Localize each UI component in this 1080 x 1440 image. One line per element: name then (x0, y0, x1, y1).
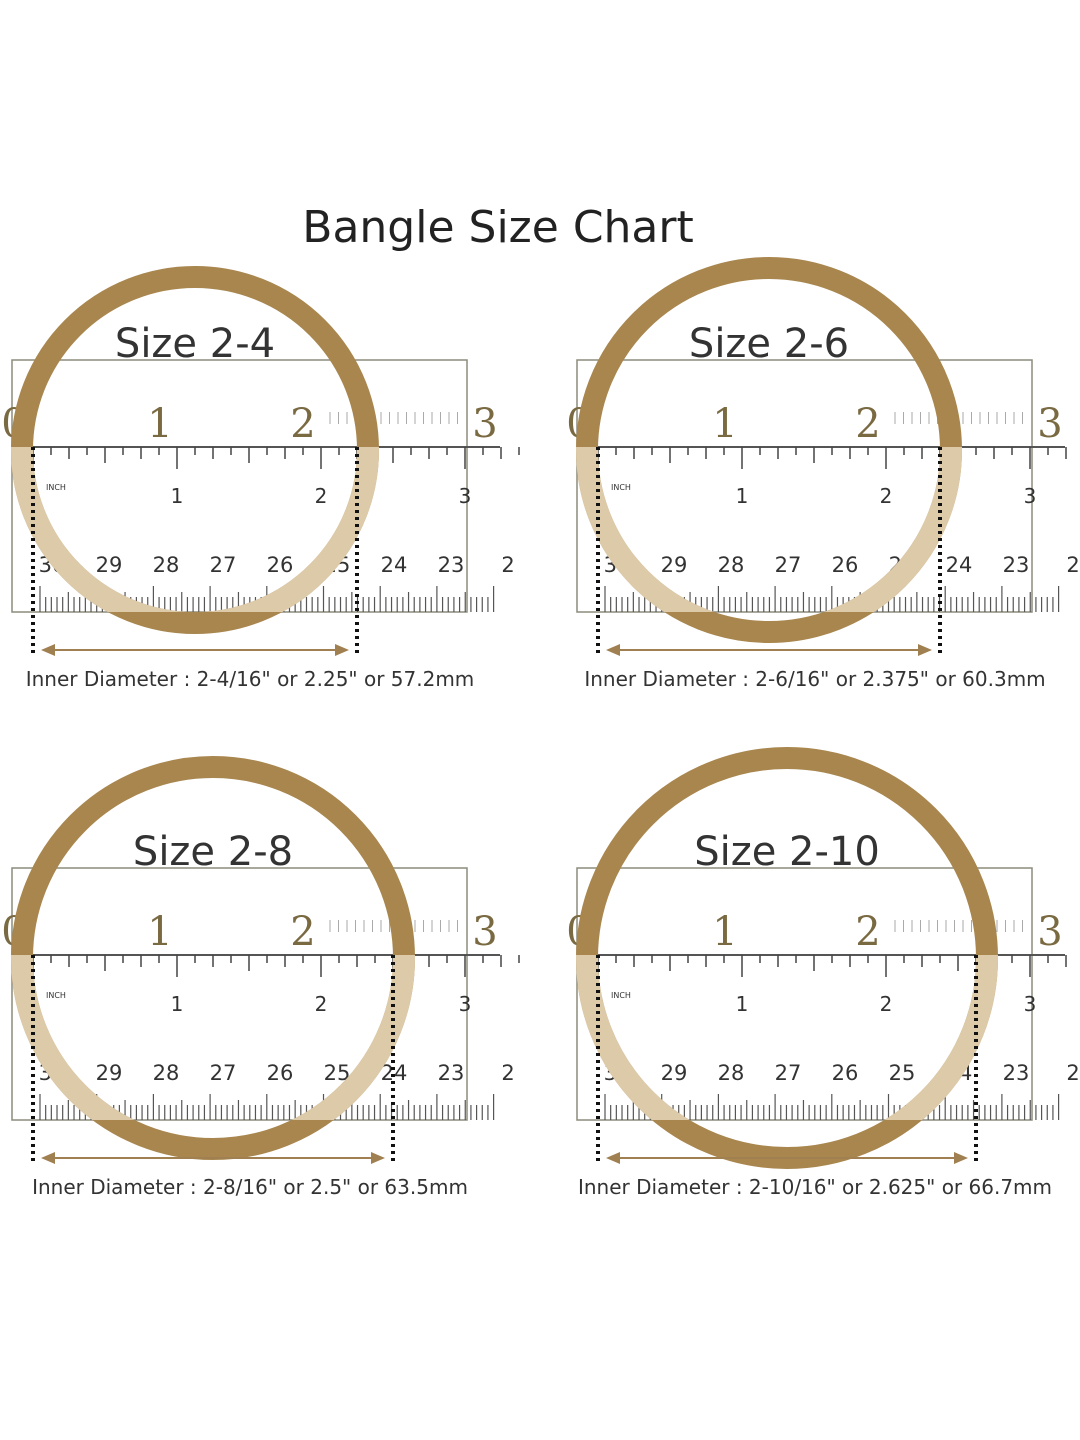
unit-label: INCH (46, 991, 66, 1000)
cm-label: 26 (832, 553, 859, 577)
ruler-box (11, 867, 468, 1121)
big-inch-label: 2 (290, 401, 315, 447)
cm-label: 28 (718, 553, 745, 577)
big-inch-label: 3 (472, 909, 497, 955)
size-label: Size 2-6 (689, 321, 849, 367)
inch-label: 3 (1024, 992, 1037, 1016)
cm-label: 29 (661, 1061, 688, 1085)
panel: 01230123INCH30292827262524232Size 2-4Inn… (1, 266, 520, 691)
cm-label: 26 (832, 1061, 859, 1085)
ruler-box (576, 867, 1033, 1121)
unit-label: INCH (611, 483, 631, 492)
cm-label: 26 (267, 553, 294, 577)
big-inch-label: 2 (855, 401, 880, 447)
panel: 01230123INCH30292827262524232Size 2-6Inn… (566, 257, 1080, 691)
inch-label: 2 (315, 484, 328, 508)
inch-label: 3 (459, 484, 472, 508)
big-inch-label: 1 (712, 401, 737, 447)
big-inch-label: 1 (147, 909, 172, 955)
cm-label: 26 (267, 1061, 294, 1085)
inch-label: 1 (171, 484, 184, 508)
cm-label: 28 (153, 553, 180, 577)
big-inch-label: 3 (1037, 909, 1062, 955)
size-label: Size 2-4 (115, 321, 275, 367)
size-label: Size 2-10 (694, 829, 880, 875)
cm-label: 27 (775, 1061, 802, 1085)
cm-label: 27 (210, 1061, 237, 1085)
inch-label: 1 (736, 992, 749, 1016)
cm-label: 25 (889, 1061, 916, 1085)
ruler-box (576, 359, 1033, 613)
size-label: Size 2-8 (133, 829, 293, 875)
panel: 01230123INCH30292827262524232Size 2-8Inn… (1, 756, 520, 1199)
cm-label: 24 (946, 553, 973, 577)
cm-label: 24 (381, 553, 408, 577)
inch-label: 1 (171, 992, 184, 1016)
inch-label: 2 (880, 484, 893, 508)
cm-label: 28 (153, 1061, 180, 1085)
inch-label: 1 (736, 484, 749, 508)
bangle-light (11, 447, 379, 612)
cm-label: 2 (1066, 553, 1079, 577)
big-inch-label: 3 (472, 401, 497, 447)
cm-label: 23 (1003, 1061, 1030, 1085)
cm-label: 23 (438, 553, 465, 577)
inch-label: 2 (880, 992, 893, 1016)
inch-label: 3 (459, 992, 472, 1016)
big-inch-label: 2 (855, 909, 880, 955)
big-inch-label: 2 (290, 909, 315, 955)
bangle-light (11, 955, 415, 1120)
cm-label: 2 (1066, 1061, 1079, 1085)
inch-label: 2 (315, 992, 328, 1016)
unit-label: INCH (46, 483, 66, 492)
big-inch-label: 1 (147, 401, 172, 447)
cm-label: 23 (438, 1061, 465, 1085)
unit-label: INCH (611, 991, 631, 1000)
cm-label: 27 (775, 553, 802, 577)
cm-label: 29 (96, 1061, 123, 1085)
inch-label: 3 (1024, 484, 1037, 508)
caption: Inner Diameter : 2-10/16" or 2.625" or 6… (578, 1175, 1052, 1199)
caption: Inner Diameter : 2-8/16" or 2.5" or 63.5… (32, 1175, 468, 1199)
panel: 01230123INCH30292827262524232Size 2-10In… (566, 747, 1080, 1199)
caption: Inner Diameter : 2-6/16" or 2.375" or 60… (584, 667, 1045, 691)
big-inch-label: 1 (712, 909, 737, 955)
cm-label: 2 (501, 553, 514, 577)
title: Bangle Size Chart (302, 202, 693, 253)
cm-label: 29 (96, 553, 123, 577)
caption: Inner Diameter : 2-4/16" or 2.25" or 57.… (26, 667, 475, 691)
cm-label: 28 (718, 1061, 745, 1085)
big-inch-label: 3 (1037, 401, 1062, 447)
bangle-light (576, 447, 962, 612)
bangle-light (576, 955, 998, 1120)
cm-label: 23 (1003, 553, 1030, 577)
cm-label: 27 (210, 553, 237, 577)
cm-label: 2 (501, 1061, 514, 1085)
cm-label: 29 (661, 553, 688, 577)
